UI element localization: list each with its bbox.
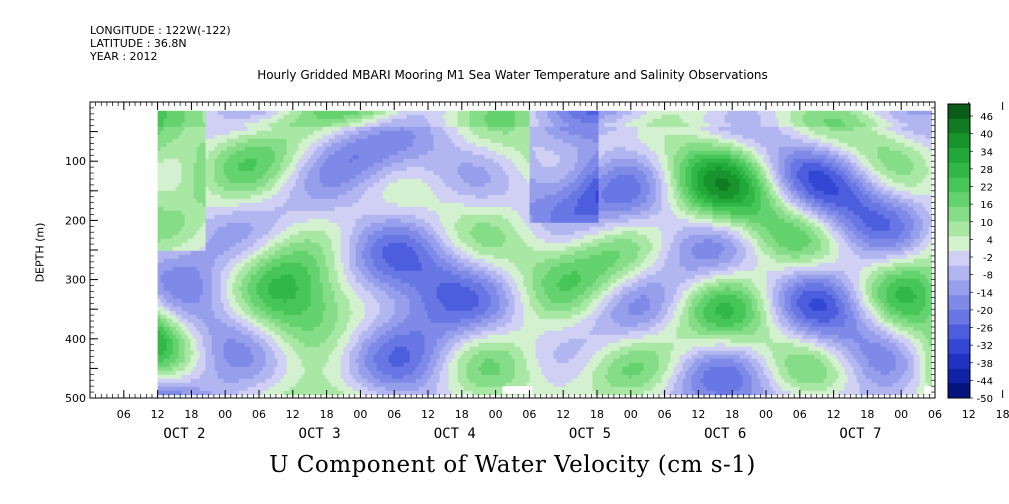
colorbar-swatch [948, 192, 970, 208]
latitude-label: LATITUDE : 36.8N [90, 37, 187, 50]
x-tick-label: 12 [151, 408, 165, 421]
x-tick-label: 00 [353, 408, 367, 421]
x-tick-label: 00 [489, 408, 503, 421]
x-tick-label: 12 [556, 408, 570, 421]
x-day-label: OCT 2 [163, 426, 205, 442]
colorbar-label: -26 [977, 324, 993, 335]
x-tick-label: 06 [928, 408, 942, 421]
y-tick-label: 500 [65, 392, 86, 405]
longitude-label: LONGITUDE : 122W(-122) [90, 24, 231, 37]
colorbar-label: -8 [983, 271, 993, 282]
x-day-label: OCT 3 [299, 426, 341, 442]
x-tick-label: 18 [455, 408, 469, 421]
chart-title: Hourly Gridded MBARI Mooring M1 Sea Wate… [257, 68, 768, 82]
missing-data-2 [924, 386, 961, 395]
colorbar-swatch [948, 251, 970, 266]
x-tick-label: 06 [387, 408, 401, 421]
x-day-label: OCT 4 [434, 426, 476, 442]
colorbar-swatch [948, 236, 970, 252]
x-tick-label: 18 [860, 408, 874, 421]
x-tick-label: 06 [522, 408, 536, 421]
heatmap-field [157, 110, 932, 396]
colorbar-swatch [948, 177, 970, 193]
colorbar-swatch [948, 280, 970, 296]
colorbar-frame [947, 103, 971, 399]
colorbar-swatch [948, 133, 970, 149]
x-tick-label: 12 [827, 408, 841, 421]
colorbar-swatch [948, 309, 970, 325]
y-tick-label: 400 [65, 333, 86, 346]
x-day-label: OCT 5 [569, 426, 611, 442]
y-tick-label: 200 [65, 214, 86, 227]
colorbar-swatch [948, 383, 970, 399]
colorbar-label: -20 [977, 306, 993, 317]
colorbar-swatch [948, 148, 970, 164]
metadata-block: LONGITUDE : 122W(-122) LATITUDE : 36.8N … [90, 24, 231, 63]
colorbar-label: -44 [977, 376, 993, 387]
year-label: YEAR : 2012 [90, 50, 158, 63]
x-tick-label: 12 [421, 408, 435, 421]
colorbar-label: -38 [977, 359, 993, 370]
x-tick-label: 06 [117, 408, 131, 421]
colorbar-label: 22 [980, 183, 993, 194]
colorbar-swatch [948, 104, 970, 119]
x-tick-label: 18 [320, 408, 334, 421]
colorbar-label: -50 [977, 394, 993, 405]
x-tick-label: 00 [894, 408, 908, 421]
colorbar-label: 28 [980, 165, 993, 176]
colorbar-label: 46 [980, 112, 993, 123]
y-axis-label: DEPTH (m) [33, 222, 47, 283]
colorbar-swatch [948, 265, 970, 281]
colorbar-swatch [948, 295, 970, 311]
colorbar-label: 4 [987, 235, 993, 246]
colorbar-label: 16 [980, 200, 993, 211]
x-tick-label: 00 [218, 408, 232, 421]
colorbar-label: -2 [983, 253, 993, 264]
colorbar-swatch [948, 221, 970, 237]
x-axis-label: U Component of Water Velocity (cm s-1) [269, 452, 756, 478]
colorbar-label: -32 [977, 341, 993, 352]
x-tick-label: 12 [691, 408, 705, 421]
colorbar-label: 34 [980, 147, 993, 158]
colorbar-label: 40 [980, 130, 993, 141]
x-tick-label: 18 [996, 408, 1009, 421]
colorbar-swatch [948, 118, 970, 134]
colorbar-swatch [948, 368, 970, 384]
y-tick-label: 300 [65, 274, 86, 287]
x-tick-label: 00 [759, 408, 773, 421]
x-tick-label: 18 [184, 408, 198, 421]
colorbar-swatch [948, 324, 970, 340]
colorbar-swatch [948, 162, 970, 178]
x-tick-label: 00 [624, 408, 638, 421]
x-tick-label: 06 [252, 408, 266, 421]
x-tick-label: 12 [286, 408, 300, 421]
x-day-label: OCT 6 [704, 426, 746, 442]
x-tick-label: 06 [793, 408, 807, 421]
x-day-label: OCT 7 [839, 426, 881, 442]
x-tick-label: 06 [658, 408, 672, 421]
x-tick-label: 12 [962, 408, 976, 421]
colorbar-swatch [948, 353, 970, 369]
colorbar-label: -14 [977, 288, 993, 299]
colorbar-label: 10 [980, 218, 993, 229]
colorbar-swatch [948, 206, 970, 222]
x-tick-label: 18 [725, 408, 739, 421]
y-tick-label: 100 [65, 155, 86, 168]
missing-data-1 [502, 386, 533, 395]
x-tick-label: 18 [590, 408, 604, 421]
colorbar-swatch [948, 339, 970, 355]
